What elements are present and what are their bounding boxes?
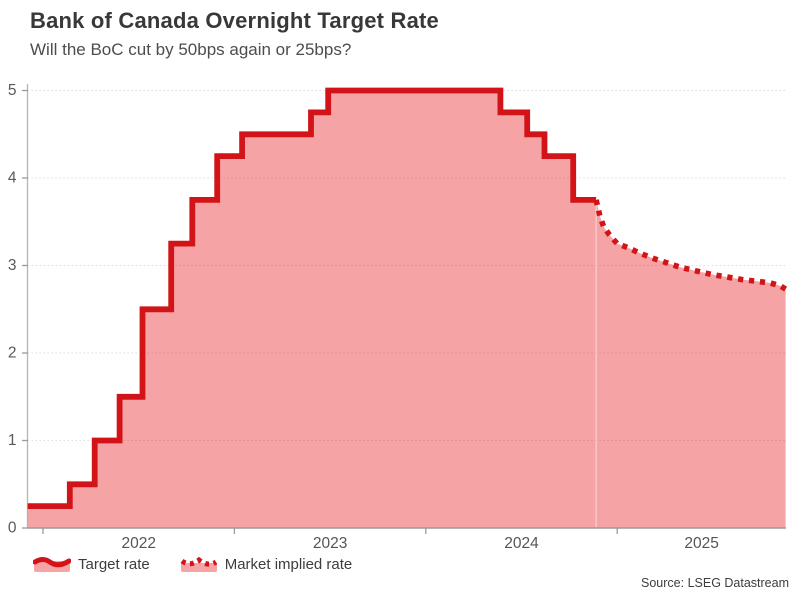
x-axis-tick-label: 2022 <box>121 535 155 552</box>
market-implied-line <box>593 199 788 292</box>
y-axis-tick-label: 3 <box>8 257 17 274</box>
legend-label: Target rate <box>78 556 150 573</box>
legend-label: Market implied rate <box>224 556 353 573</box>
y-axis-tick-label: 1 <box>8 432 17 449</box>
legend-item-target-rate: Target rate <box>33 556 150 573</box>
target-rate-line <box>27 87 597 509</box>
chart-legend: Target rate Market implied rate <box>33 556 352 573</box>
page-subtitle: Will the BoC cut by 50bps again or 25bps… <box>30 40 352 59</box>
source-credit: Source: LSEG Datastream <box>641 576 789 590</box>
y-axis-tick-label: 4 <box>8 170 17 187</box>
y-axis-tick-label: 0 <box>8 520 17 537</box>
x-axis-tick-label: 2024 <box>504 535 539 552</box>
page-title: Bank of Canada Overnight Target Rate <box>30 8 439 33</box>
y-axis-tick-label: 2 <box>8 345 17 362</box>
x-axis-tick-label: 2023 <box>313 535 347 552</box>
legend-item-market-implied-rate: Market implied rate <box>180 556 353 573</box>
market-implied-legend-icon <box>180 556 218 572</box>
target-rate-legend-icon <box>33 557 71 572</box>
y-axis-tick-label: 5 <box>8 82 17 99</box>
x-axis-tick-label: 2025 <box>684 535 718 552</box>
